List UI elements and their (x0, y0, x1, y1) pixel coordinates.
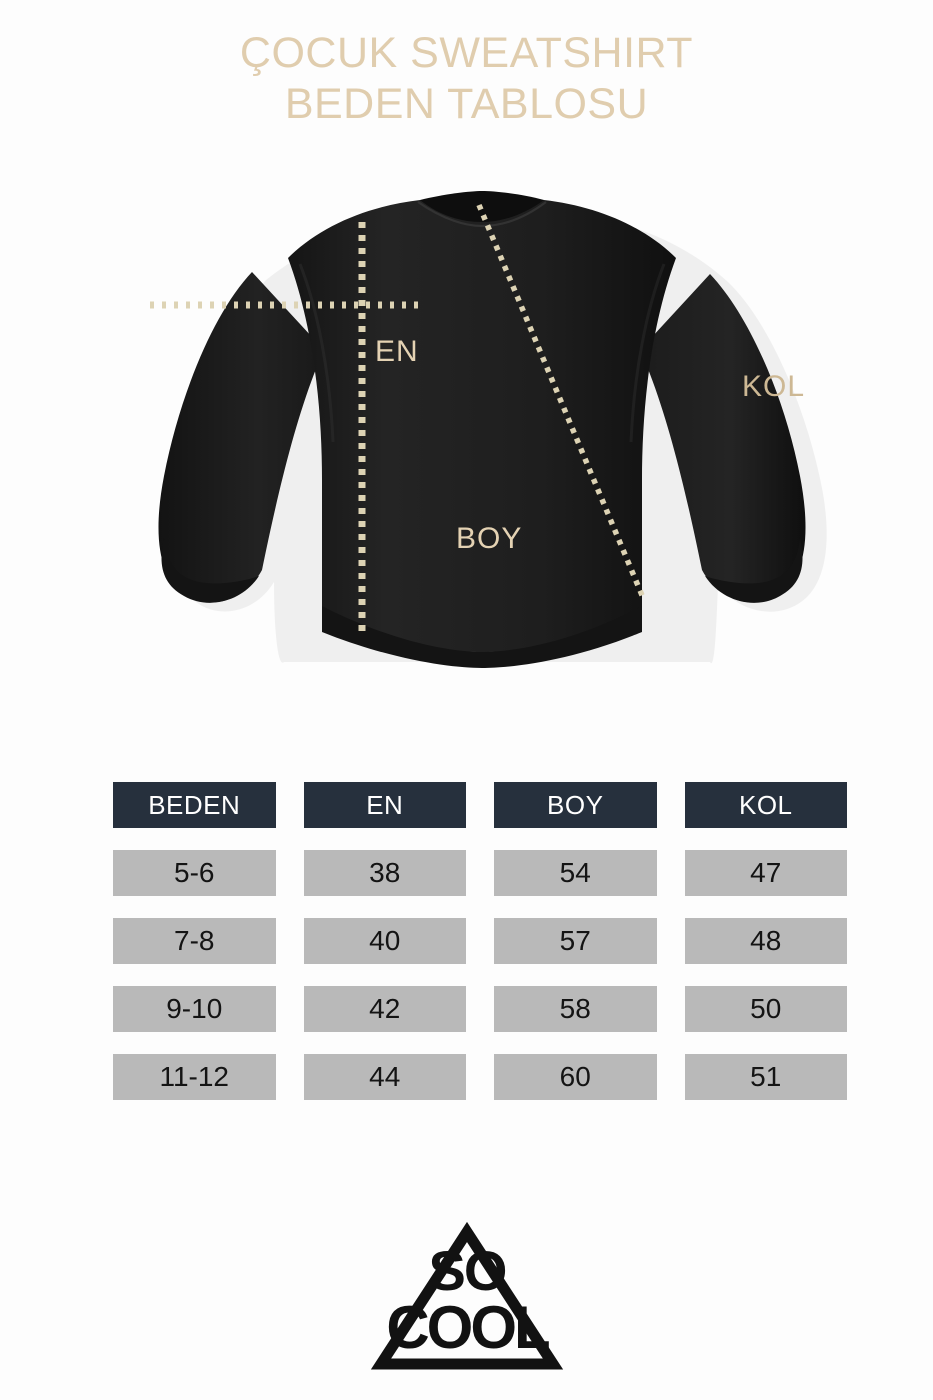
column-header-boy: BOY (494, 782, 657, 828)
cell-kol: 47 (684, 850, 847, 896)
column-header-beden: BEDEN (113, 782, 276, 828)
size-chart-table: BEDEN EN BOY KOL 5-6 38 54 47 7-8 40 57 … (85, 760, 875, 1122)
logo-text-so: SO (428, 1239, 505, 1302)
cell-boy: 57 (494, 918, 657, 964)
garment-body (288, 200, 676, 652)
measurement-label-boy: BOY (456, 522, 523, 555)
table-row: 11-12 44 60 51 (113, 1054, 847, 1100)
kol-guide-line (476, 203, 647, 602)
logo-text-cool: COOL (386, 1294, 549, 1361)
brand-logo: SO COOL (0, 1218, 933, 1383)
bottom-hem (322, 606, 642, 668)
left-shoulder-fold (298, 263, 335, 443)
so-cool-logo-graphic: SO COOL (370, 1221, 563, 1370)
left-sleeve (158, 272, 324, 603)
column-header-kol: KOL (684, 782, 847, 828)
cell-kol: 48 (684, 918, 847, 964)
table-row: 7-8 40 57 48 (113, 918, 847, 964)
left-cuff (161, 538, 259, 603)
cell-en: 44 (303, 1054, 466, 1100)
cell-boy: 54 (494, 850, 657, 896)
cell-kol: 51 (684, 1054, 847, 1100)
cell-beden: 7-8 (113, 918, 276, 964)
page-title-line-2: BEDEN TABLOSU (284, 79, 649, 128)
sweatshirt-illustration: EN BOY KOL (0, 160, 933, 700)
collar-seam (417, 201, 547, 228)
page-title: ÇOCUK SWEATSHIRT BEDEN TABLOSU (0, 28, 933, 129)
sweatshirt-graphic (150, 191, 827, 668)
measurement-label-en: EN (375, 335, 419, 368)
cell-beden: 11-12 (113, 1054, 276, 1100)
cell-en: 42 (303, 986, 466, 1032)
right-sleeve (640, 274, 806, 603)
measurement-label-kol: KOL (742, 370, 806, 403)
cell-en: 38 (303, 850, 466, 896)
right-cuff (705, 538, 803, 603)
column-header-en: EN (303, 782, 466, 828)
triangle-inner-fill (396, 1248, 537, 1356)
cell-beden: 9-10 (113, 986, 276, 1032)
table-row: 9-10 42 58 50 (113, 986, 847, 1032)
cell-kol: 50 (684, 986, 847, 1032)
cell-boy: 60 (494, 1054, 657, 1100)
table-row: 5-6 38 54 47 (113, 850, 847, 896)
cell-en: 40 (303, 918, 466, 964)
table-header-row: BEDEN EN BOY KOL (113, 782, 847, 828)
cell-beden: 5-6 (113, 850, 276, 896)
page-title-line-1: ÇOCUK SWEATSHIRT (239, 29, 694, 77)
cell-boy: 58 (494, 986, 657, 1032)
right-shoulder-fold (629, 263, 666, 443)
